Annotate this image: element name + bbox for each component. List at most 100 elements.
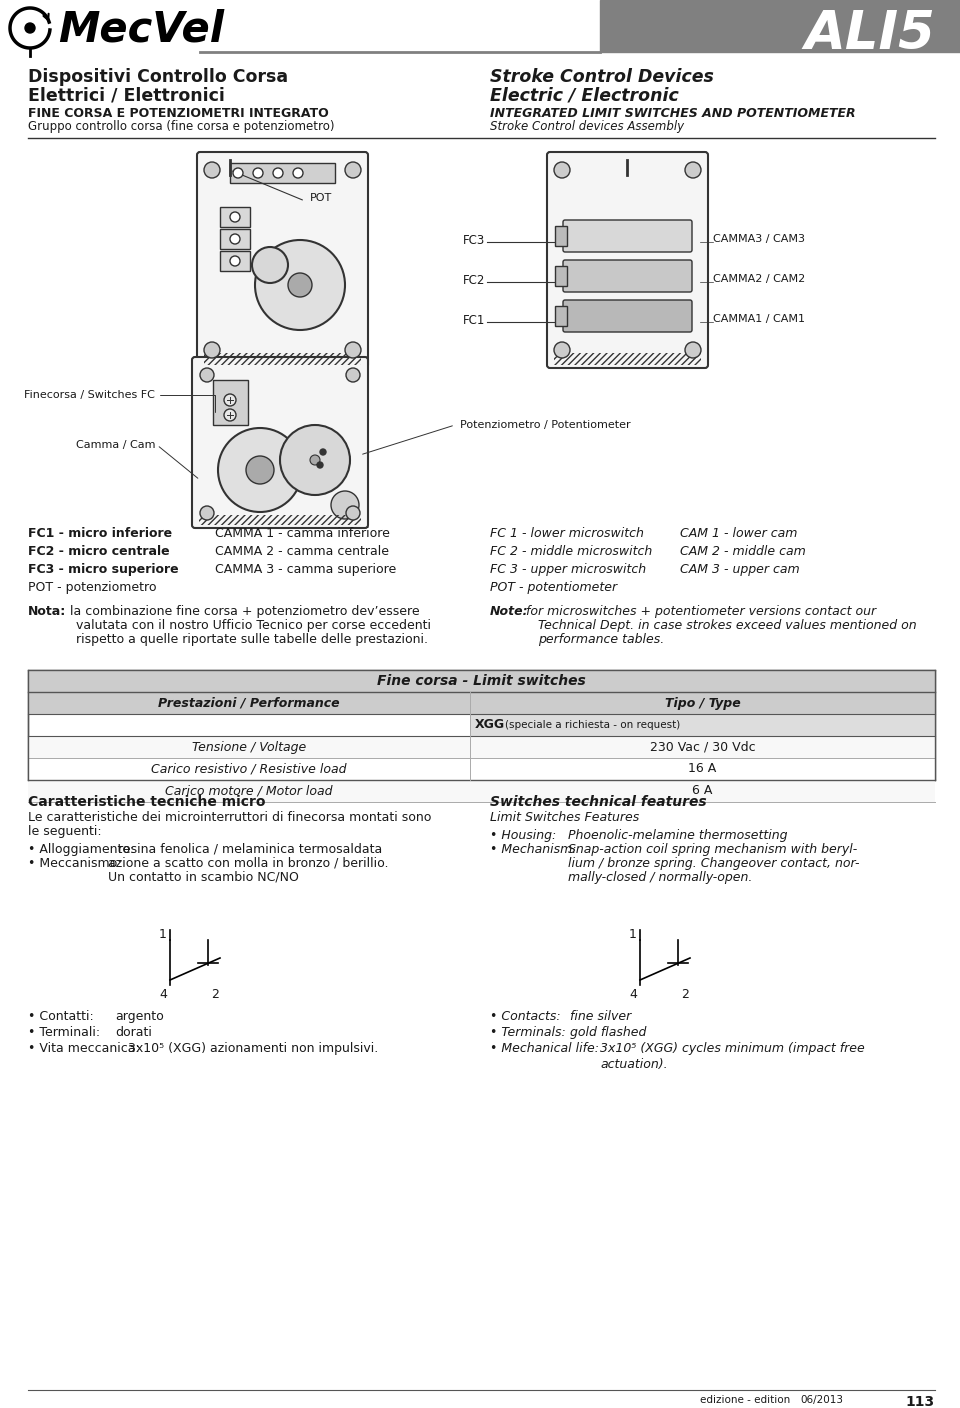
- Circle shape: [204, 162, 220, 177]
- Text: la combinazione fine corsa + potenziometro dev’essere: la combinazione fine corsa + potenziomet…: [66, 605, 420, 618]
- Bar: [470, 714, 935, 736]
- Bar: [220, 230, 250, 249]
- FancyBboxPatch shape: [547, 152, 708, 367]
- Text: CAM 2 - middle cam: CAM 2 - middle cam: [680, 545, 805, 558]
- Text: Caratteristiche tecniche micro: Caratteristiche tecniche micro: [28, 796, 266, 810]
- Text: (speciale a richiesta - on request): (speciale a richiesta - on request): [505, 719, 681, 729]
- Circle shape: [230, 256, 240, 266]
- Text: CAMMA 2 - camma centrale: CAMMA 2 - camma centrale: [215, 545, 389, 558]
- Text: CAMMA 1 - camma inferiore: CAMMA 1 - camma inferiore: [215, 527, 390, 541]
- Text: 4: 4: [159, 988, 167, 1001]
- Circle shape: [218, 428, 302, 513]
- Circle shape: [246, 456, 274, 484]
- Text: POT: POT: [310, 193, 332, 203]
- Text: • Contatti:: • Contatti:: [28, 1010, 94, 1024]
- Text: 1: 1: [159, 928, 167, 941]
- Circle shape: [346, 367, 360, 382]
- Bar: [204, 353, 361, 365]
- Text: • Housing:: • Housing:: [490, 829, 556, 842]
- Circle shape: [224, 394, 236, 406]
- Text: Carico resistivo / Resistive load: Carico resistivo / Resistive load: [152, 763, 347, 776]
- FancyBboxPatch shape: [563, 300, 692, 332]
- Text: 2: 2: [681, 988, 689, 1001]
- Circle shape: [255, 239, 345, 329]
- Circle shape: [685, 342, 701, 358]
- Text: 4: 4: [629, 988, 637, 1001]
- Bar: [28, 670, 935, 780]
- Bar: [220, 251, 250, 270]
- Text: FINE CORSA E POTENZIOMETRI INTEGRATO: FINE CORSA E POTENZIOMETRI INTEGRATO: [28, 107, 328, 120]
- Circle shape: [230, 213, 240, 222]
- Circle shape: [320, 449, 326, 455]
- Text: Un contatto in scambio NC/NO: Un contatto in scambio NC/NO: [108, 872, 299, 884]
- Circle shape: [230, 234, 240, 244]
- Text: Snap-action coil spring mechanism with beryl-: Snap-action coil spring mechanism with b…: [568, 843, 857, 856]
- Text: CAMMA3 / CAM3: CAMMA3 / CAM3: [713, 234, 805, 244]
- Circle shape: [554, 162, 570, 177]
- Text: • Meccanismo:: • Meccanismo:: [28, 857, 122, 870]
- Text: FC1 - micro inferiore: FC1 - micro inferiore: [28, 527, 172, 541]
- Text: • Contacts:: • Contacts:: [490, 1010, 561, 1024]
- Text: FC2: FC2: [463, 275, 485, 287]
- Text: 06/2013: 06/2013: [800, 1395, 843, 1405]
- FancyBboxPatch shape: [192, 358, 368, 528]
- Text: 1: 1: [629, 928, 637, 941]
- Circle shape: [554, 342, 570, 358]
- Text: Fine corsa - Limit switches: Fine corsa - Limit switches: [377, 674, 586, 689]
- Bar: [28, 670, 935, 691]
- Bar: [28, 758, 935, 780]
- Circle shape: [288, 273, 312, 297]
- Text: FC 1 - lower microswitch: FC 1 - lower microswitch: [490, 527, 644, 541]
- Text: CAM 3 - upper cam: CAM 3 - upper cam: [680, 563, 800, 576]
- Text: Potenziometro / Potentiometer: Potenziometro / Potentiometer: [460, 420, 631, 429]
- Text: CAM 1 - lower cam: CAM 1 - lower cam: [680, 527, 798, 541]
- Bar: [28, 691, 935, 714]
- Circle shape: [273, 168, 283, 177]
- Text: MecVel: MecVel: [58, 8, 224, 51]
- Text: FC3: FC3: [463, 234, 485, 246]
- Circle shape: [204, 342, 220, 358]
- Text: 113: 113: [906, 1395, 935, 1408]
- Text: fine silver: fine silver: [570, 1010, 632, 1024]
- Circle shape: [345, 162, 361, 177]
- Text: INTEGRATED LIMIT SWITCHES AND POTENTIOMETER: INTEGRATED LIMIT SWITCHES AND POTENTIOME…: [490, 107, 855, 120]
- Bar: [230, 163, 335, 183]
- Circle shape: [346, 505, 360, 520]
- Text: Elettrici / Elettronici: Elettrici / Elettronici: [28, 87, 225, 106]
- Text: actuation).: actuation).: [600, 1057, 667, 1071]
- Text: 3x10⁵ (XGG) azionamenti non impulsivi.: 3x10⁵ (XGG) azionamenti non impulsivi.: [128, 1042, 378, 1055]
- Text: ALI5: ALI5: [804, 8, 935, 61]
- Text: resina fenolica / melaminica termosaldata: resina fenolica / melaminica termosaldat…: [118, 843, 382, 856]
- Bar: [554, 353, 701, 365]
- Circle shape: [252, 246, 288, 283]
- Text: Dispositivi Controllo Corsa: Dispositivi Controllo Corsa: [28, 68, 288, 86]
- Circle shape: [345, 342, 361, 358]
- Text: argento: argento: [115, 1010, 164, 1024]
- Circle shape: [25, 23, 35, 32]
- Text: Gruppo controllo corsa (fine corsa e potenziometro): Gruppo controllo corsa (fine corsa e pot…: [28, 120, 334, 132]
- Text: • Mechanism:: • Mechanism:: [490, 843, 577, 856]
- Text: Camma / Cam: Camma / Cam: [76, 439, 155, 451]
- Text: Switches technical features: Switches technical features: [490, 796, 707, 810]
- Text: rispetto a quelle riportate sulle tabelle delle prestazioni.: rispetto a quelle riportate sulle tabell…: [76, 634, 428, 646]
- Text: XGG: XGG: [475, 718, 505, 732]
- Bar: [220, 207, 250, 227]
- Text: 230 Vac / 30 Vdc: 230 Vac / 30 Vdc: [650, 741, 756, 753]
- Text: Electric / Electronic: Electric / Electronic: [490, 87, 679, 106]
- Text: • Vita meccanica:: • Vita meccanica:: [28, 1042, 140, 1055]
- Text: Stroke Control devices Assembly: Stroke Control devices Assembly: [490, 120, 684, 132]
- Circle shape: [253, 168, 263, 177]
- Text: FC 3 - upper microswitch: FC 3 - upper microswitch: [490, 563, 646, 576]
- Bar: [555, 306, 567, 327]
- Circle shape: [200, 505, 214, 520]
- Text: mally-closed / normally-open.: mally-closed / normally-open.: [568, 872, 753, 884]
- Text: Nota:: Nota:: [28, 605, 66, 618]
- Text: Note:: Note:: [490, 605, 529, 618]
- Text: CAMMA2 / CAM2: CAMMA2 / CAM2: [713, 275, 805, 284]
- Text: 6 A: 6 A: [692, 784, 712, 797]
- Circle shape: [685, 162, 701, 177]
- Text: • Terminali:: • Terminali:: [28, 1026, 100, 1039]
- Text: dorati: dorati: [115, 1026, 152, 1039]
- Text: Tipo / Type: Tipo / Type: [664, 697, 740, 710]
- FancyBboxPatch shape: [563, 260, 692, 291]
